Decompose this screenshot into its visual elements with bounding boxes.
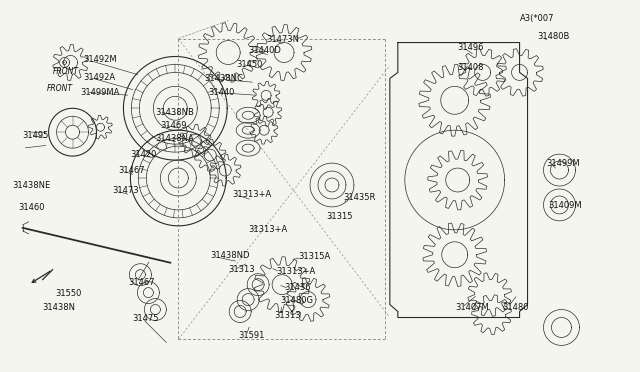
Text: 31496: 31496 [458, 43, 484, 52]
Text: 31313+A: 31313+A [232, 190, 271, 199]
Text: 31315: 31315 [326, 212, 353, 221]
Text: 31315A: 31315A [298, 252, 330, 261]
Text: 31408: 31408 [458, 63, 484, 72]
Text: 31313: 31313 [274, 311, 301, 320]
Text: A3(*007: A3(*007 [520, 14, 554, 23]
Text: 31467: 31467 [129, 278, 155, 287]
Text: 31480G: 31480G [280, 296, 313, 305]
Text: 31438NC: 31438NC [204, 74, 243, 83]
Text: 31499M: 31499M [547, 158, 580, 167]
Text: 31438NA: 31438NA [156, 134, 194, 143]
Text: 31438NB: 31438NB [156, 108, 194, 117]
Text: 31440: 31440 [208, 88, 235, 97]
Text: 31407M: 31407M [456, 303, 490, 312]
Text: 31499MA: 31499MA [81, 88, 120, 97]
Text: 31436: 31436 [284, 283, 310, 292]
Text: 31460: 31460 [19, 203, 45, 212]
Text: 31469: 31469 [161, 121, 187, 130]
Text: 31313+A: 31313+A [276, 267, 316, 276]
Text: 31438NE: 31438NE [13, 182, 51, 190]
Text: 31591: 31591 [238, 331, 264, 340]
Text: 31473: 31473 [113, 186, 139, 195]
Text: 31480: 31480 [502, 303, 529, 312]
Text: 31438ND: 31438ND [210, 251, 250, 260]
Text: 31473N: 31473N [266, 35, 299, 44]
Text: 31492A: 31492A [83, 73, 116, 82]
Text: 31409M: 31409M [548, 201, 582, 211]
Text: 31313+A: 31313+A [248, 225, 287, 234]
Text: 31475: 31475 [132, 314, 159, 323]
Text: FRONT: FRONT [52, 67, 79, 76]
Text: 31467: 31467 [118, 166, 145, 174]
Text: 31550: 31550 [56, 289, 82, 298]
Text: 31440D: 31440D [248, 46, 281, 55]
Text: 31420: 31420 [131, 150, 157, 158]
Text: FRONT: FRONT [47, 84, 72, 93]
Text: 31450: 31450 [236, 60, 262, 69]
Text: 31480B: 31480B [538, 32, 570, 41]
Text: 31435R: 31435R [343, 193, 375, 202]
Text: 31438N: 31438N [43, 303, 76, 312]
Text: 31313: 31313 [228, 265, 255, 274]
Text: 31495: 31495 [22, 131, 49, 140]
Text: 31492M: 31492M [83, 55, 117, 64]
